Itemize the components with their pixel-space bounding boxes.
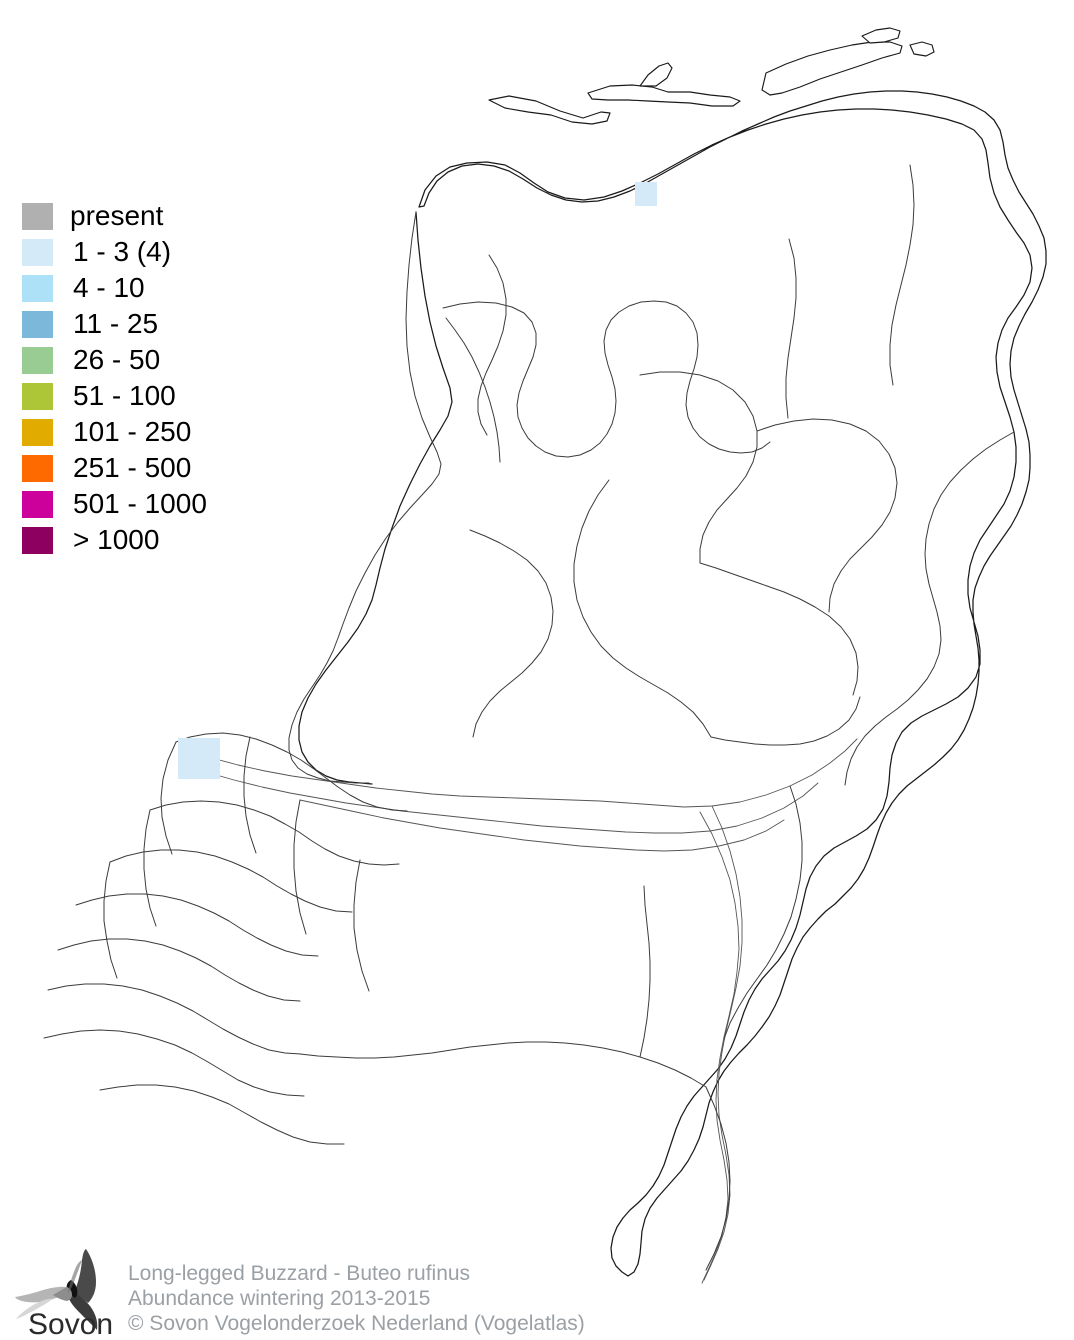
- legend-label-51-100: 51 - 100: [73, 380, 176, 411]
- swallow-icon: Sovon: [15, 1249, 113, 1338]
- legend-swatch-4-10: [22, 274, 53, 302]
- legend-label-present: present: [70, 200, 164, 231]
- legend-label-over-1000: > 1000: [73, 524, 160, 555]
- legend-swatch-101-250: [22, 418, 53, 446]
- legend-label-1-3: 1 - 3 (4): [73, 236, 172, 267]
- mainland-outline: [418, 90, 1047, 1277]
- national-border: [298, 211, 453, 785]
- sovon-logo: Sovon: [14, 1246, 122, 1338]
- sovon-wordmark: Sovon: [28, 1308, 113, 1338]
- west-coastline: [288, 211, 442, 784]
- legend-swatch-over-1000: [22, 526, 53, 554]
- caption-species: Long-legged Buzzard - Buteo rufinus: [128, 1262, 471, 1285]
- abundance-legend: present 1 - 3 (4) 4 - 10 11 - 25 26 - 50…: [22, 198, 207, 558]
- legend-row-11-25: 11 - 25: [22, 306, 207, 342]
- delta-islands: [43, 732, 408, 1145]
- grid-cell-maasvlakte: [178, 738, 220, 779]
- caption-copyright: © Sovon Vogelonderzoek Nederland (Vogela…: [128, 1312, 585, 1335]
- legend-row-251-500: 251 - 500: [22, 450, 207, 486]
- province-borders-central: [469, 479, 861, 746]
- legend-row-51-100: 51 - 100: [22, 378, 207, 414]
- wadden-islands: [488, 27, 935, 125]
- legend-row-1-3: 1 - 3 (4): [22, 234, 207, 270]
- rivers: [205, 738, 858, 1284]
- legend-row-present: present: [22, 198, 207, 234]
- legend-row-4-10: 4 - 10: [22, 270, 207, 306]
- legend-row-over-1000: > 1000: [22, 522, 207, 558]
- legend-swatch-501-1000: [22, 490, 53, 518]
- map-footer: Sovon Long-legged Buzzard - Buteo rufinu…: [0, 1240, 1074, 1340]
- province-borders-north: [639, 164, 915, 613]
- legend-label-101-250: 101 - 250: [73, 416, 192, 447]
- legend-swatch-51-100: [22, 382, 53, 410]
- grid-cell-friesland-north: [635, 182, 657, 206]
- legend-swatch-26-50: [22, 346, 53, 374]
- map-caption: Long-legged Buzzard - Buteo rufinus Abun…: [128, 1261, 585, 1336]
- legend-label-4-10: 4 - 10: [73, 272, 145, 303]
- legend-row-501-1000: 501 - 1000: [22, 486, 207, 522]
- legend-row-101-250: 101 - 250: [22, 414, 207, 450]
- province-borders-south: [299, 785, 803, 1271]
- legend-label-26-50: 26 - 50: [73, 344, 161, 375]
- legend-row-26-50: 26 - 50: [22, 342, 207, 378]
- legend-swatch-11-25: [22, 310, 53, 338]
- ijsselmeer-coast: [442, 254, 771, 463]
- swallow-silhouette: [15, 1249, 98, 1330]
- legend-label-11-25: 11 - 25: [73, 308, 159, 339]
- legend-swatch-1-3: [22, 238, 53, 266]
- caption-subject: Abundance wintering 2013-2015: [128, 1287, 431, 1310]
- legend-swatch-251-500: [22, 454, 53, 482]
- legend-label-251-500: 251 - 500: [73, 452, 192, 483]
- legend-swatch-present: [22, 202, 53, 230]
- east-border: [844, 431, 1015, 786]
- legend-label-501-1000: 501 - 1000: [73, 488, 207, 519]
